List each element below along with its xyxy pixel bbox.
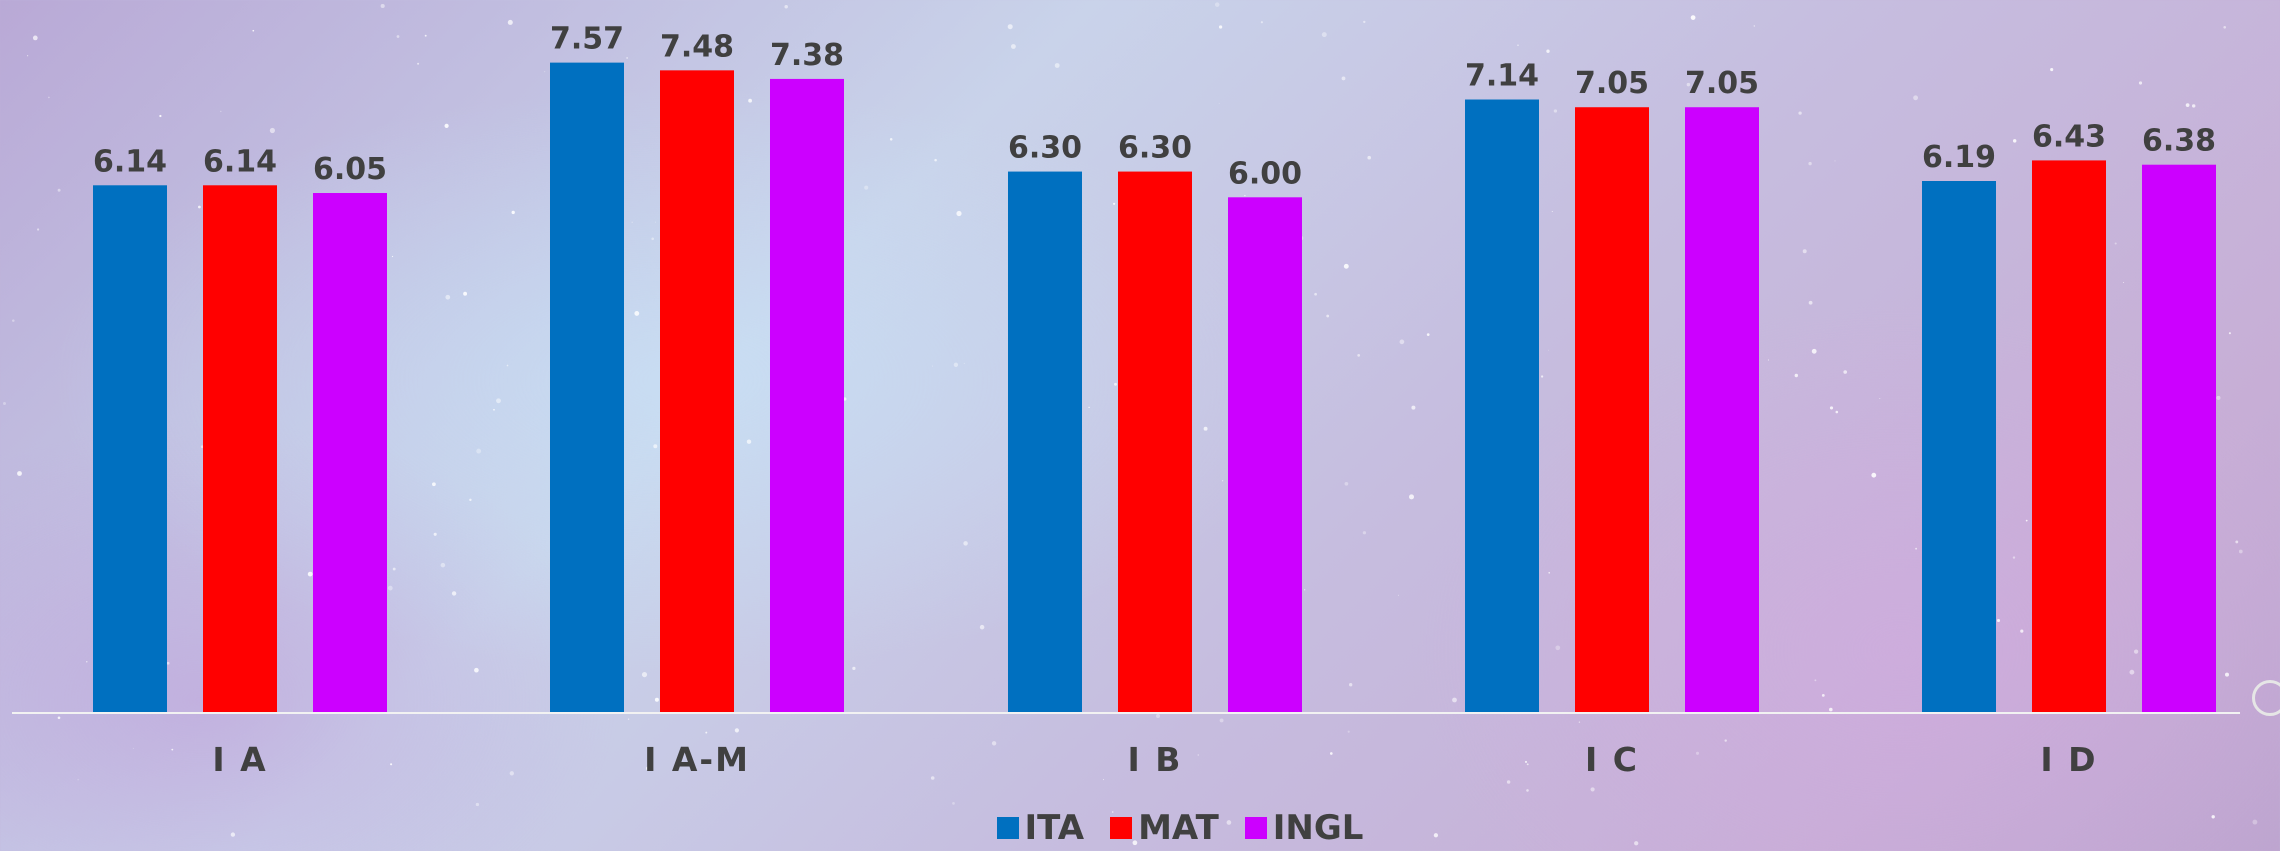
bar-ita-0: [93, 185, 167, 712]
legend-item-ingl: INGL: [1244, 808, 1364, 848]
legend-swatch-mat: [1110, 817, 1133, 839]
category-label-3: I C: [1585, 740, 1639, 779]
bar-ita-1: [550, 62, 624, 712]
value-label-ita-0: 6.14: [93, 144, 167, 179]
legend-label-ingl: INGL: [1272, 808, 1364, 848]
value-label-ita-1: 7.57: [550, 22, 624, 57]
bar-ingl-2: [1228, 197, 1302, 712]
bar-ita-4: [1922, 181, 1996, 712]
decorative-circle: [2252, 680, 2280, 716]
value-label-ingl-0: 6.05: [313, 152, 387, 187]
category-labels-layer: I A I A-M I B I C I D: [212, 740, 2097, 779]
value-labels-layer: 6.14 6.14 6.05 7.57 7.48 7.38 6.30 6.30 6.00 7.14…: [93, 22, 2216, 192]
bar-mat-3: [1575, 107, 1649, 713]
legend-swatch-ingl: [1244, 817, 1267, 839]
bar-ingl-1: [770, 78, 844, 713]
legend-label-ita: ITA: [1024, 808, 1085, 848]
bar-mat-4: [2032, 160, 2106, 713]
category-label-0: I A: [212, 740, 267, 779]
bar-ingl-0: [313, 193, 387, 712]
legend: ITA MAT INGL: [0, 808, 2280, 848]
legend-item-ita: ITA: [996, 808, 1085, 848]
value-label-ita-2: 6.30: [1008, 131, 1082, 166]
bar-mat-0: [203, 185, 277, 712]
value-label-ingl-3: 7.05: [1685, 66, 1759, 101]
legend-item-mat: MAT: [1110, 808, 1219, 848]
category-label-4: I D: [2040, 740, 2097, 779]
bars-layer: [93, 62, 2216, 713]
category-label-1: I A-M: [644, 740, 750, 779]
bar-mat-1: [660, 70, 734, 713]
bar-mat-2: [1118, 171, 1192, 712]
value-label-ingl-1: 7.38: [770, 38, 844, 73]
bar-ingl-4: [2142, 164, 2216, 712]
bar-ita-3: [1465, 99, 1539, 713]
legend-swatch-ita: [996, 817, 1019, 839]
value-label-mat-1: 7.48: [660, 29, 734, 64]
value-label-mat-2: 6.30: [1118, 131, 1192, 166]
value-label-mat-4: 6.43: [2032, 119, 2106, 154]
value-label-ita-4: 6.19: [1922, 140, 1996, 175]
category-label-2: I B: [1128, 740, 1183, 779]
value-label-mat-0: 6.14: [203, 144, 277, 179]
bar-ingl-3: [1685, 107, 1759, 713]
value-label-ita-3: 7.14: [1465, 59, 1539, 94]
value-label-ingl-2: 6.00: [1228, 156, 1302, 191]
value-label-ingl-4: 6.38: [2142, 124, 2216, 159]
value-label-mat-3: 7.05: [1575, 66, 1649, 101]
bar-ita-2: [1008, 171, 1082, 712]
legend-label-mat: MAT: [1138, 808, 1219, 848]
